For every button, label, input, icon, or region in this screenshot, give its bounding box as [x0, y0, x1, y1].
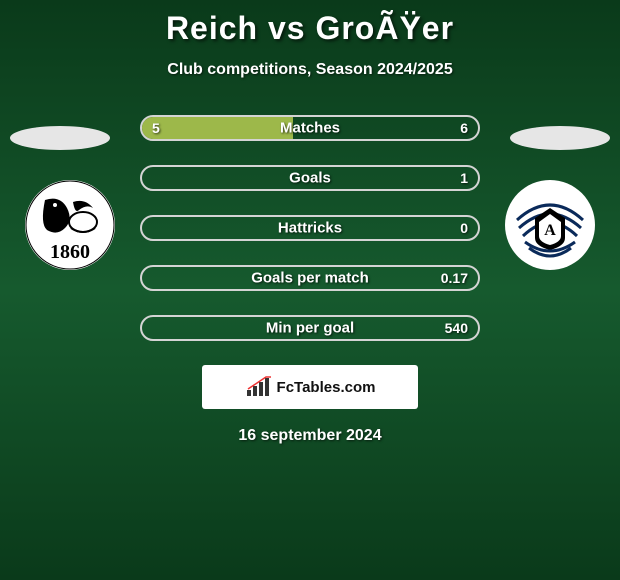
club-crest-arminia-icon: A	[505, 180, 595, 270]
stat-left-value: 5	[152, 120, 182, 136]
stat-row: Min per goal 540	[140, 315, 480, 341]
logo-letter-text: A	[544, 222, 556, 239]
stat-row: Hattricks 0	[140, 215, 480, 241]
stat-right-value: 0.17	[438, 270, 468, 286]
stat-right-value: 1	[438, 170, 468, 186]
page-subtitle: Club competitions, Season 2024/2025	[0, 61, 620, 79]
brand-box[interactable]: FcTables.com	[202, 365, 418, 409]
stat-right-value: 540	[438, 320, 468, 336]
brand-text: FcTables.com	[277, 379, 376, 396]
stat-label: Min per goal	[266, 320, 354, 337]
stat-label: Hattricks	[278, 220, 342, 237]
date-text: 16 september 2024	[0, 427, 620, 445]
club-logo-left: 1860	[25, 180, 115, 270]
oval-decor-left	[10, 126, 110, 150]
brand-chart-icon	[245, 376, 273, 398]
stat-label: Goals	[289, 170, 331, 187]
stat-right-value: 6	[438, 120, 468, 136]
stat-label: Goals per match	[251, 270, 369, 287]
page-title: Reich vs GroÃŸer	[0, 0, 620, 47]
stat-label: Matches	[280, 120, 340, 137]
club-crest-1860-icon: 1860	[25, 180, 115, 270]
stat-row: Goals 1	[140, 165, 480, 191]
stat-right-value: 0	[438, 220, 468, 236]
stat-row: Goals per match 0.17	[140, 265, 480, 291]
oval-decor-right	[510, 126, 610, 150]
club-logo-right: A	[505, 180, 595, 270]
logo-year-text: 1860	[50, 241, 90, 263]
stat-row: 5 Matches 6	[140, 115, 480, 141]
